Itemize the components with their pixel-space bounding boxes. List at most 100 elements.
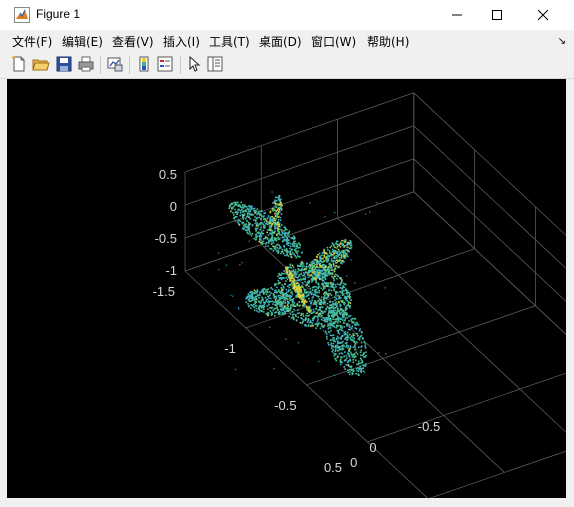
point bbox=[360, 334, 363, 337]
point bbox=[280, 278, 283, 281]
point bbox=[349, 346, 352, 349]
point bbox=[241, 207, 243, 209]
point bbox=[277, 218, 280, 221]
point bbox=[268, 300, 270, 302]
point bbox=[279, 219, 282, 221]
point bbox=[336, 318, 338, 321]
point bbox=[229, 205, 231, 208]
point bbox=[334, 299, 336, 301]
point bbox=[261, 288, 264, 291]
menu-help[interactable]: 帮助(H) bbox=[367, 35, 410, 49]
point bbox=[276, 243, 278, 246]
menu-edit[interactable]: 编辑(E) bbox=[62, 35, 103, 49]
point bbox=[270, 243, 273, 245]
point bbox=[355, 324, 357, 326]
point bbox=[333, 337, 335, 339]
point bbox=[279, 210, 281, 212]
point bbox=[324, 275, 326, 277]
point bbox=[271, 229, 273, 232]
point bbox=[357, 367, 360, 370]
point bbox=[322, 303, 325, 305]
dock-arrow-icon[interactable]: ↘ bbox=[557, 36, 566, 47]
point bbox=[361, 354, 364, 357]
menu-desktop[interactable]: 桌面(D) bbox=[259, 35, 302, 49]
print-icon[interactable] bbox=[77, 55, 95, 73]
point bbox=[292, 287, 295, 290]
point bbox=[319, 299, 322, 302]
point bbox=[253, 237, 255, 240]
point bbox=[312, 308, 315, 311]
close-button[interactable] bbox=[520, 0, 566, 30]
point bbox=[321, 277, 324, 279]
point bbox=[277, 236, 280, 239]
point bbox=[313, 259, 316, 261]
point bbox=[261, 231, 263, 233]
point bbox=[274, 247, 276, 249]
point bbox=[333, 354, 335, 357]
point bbox=[236, 221, 239, 223]
point bbox=[351, 325, 354, 328]
menu-file[interactable]: 文件(F) bbox=[12, 35, 53, 49]
point bbox=[333, 252, 335, 255]
point bbox=[281, 295, 283, 298]
point bbox=[338, 297, 340, 300]
link-plot-icon[interactable] bbox=[106, 55, 124, 73]
point bbox=[344, 318, 346, 321]
point bbox=[316, 265, 318, 268]
scatter3-axes[interactable]: 0.50-0.5-1-1.5-1-0.500.5-0.500.5 bbox=[7, 79, 566, 498]
point bbox=[238, 219, 240, 222]
point bbox=[311, 286, 314, 289]
point bbox=[289, 273, 291, 275]
point bbox=[326, 253, 329, 255]
menu-tools[interactable]: 工具(T) bbox=[209, 35, 250, 49]
colorbar-icon[interactable] bbox=[135, 55, 153, 73]
point bbox=[313, 277, 315, 280]
point bbox=[278, 281, 280, 284]
point bbox=[267, 245, 269, 247]
point bbox=[302, 320, 304, 323]
point bbox=[275, 237, 278, 240]
point bbox=[304, 299, 307, 302]
menu-insert[interactable]: 插入(I) bbox=[163, 35, 200, 49]
point bbox=[331, 275, 333, 278]
property-inspector-icon[interactable] bbox=[206, 55, 224, 73]
point bbox=[262, 301, 265, 304]
edit-plot-arrow-icon[interactable] bbox=[185, 55, 203, 73]
point bbox=[333, 314, 336, 316]
point bbox=[314, 272, 317, 275]
open-file-icon[interactable] bbox=[32, 55, 50, 73]
point bbox=[316, 316, 319, 318]
point bbox=[274, 307, 277, 310]
point bbox=[303, 305, 306, 307]
point bbox=[361, 360, 364, 362]
point bbox=[331, 272, 333, 274]
point bbox=[293, 277, 295, 280]
point bbox=[348, 306, 351, 308]
point bbox=[293, 273, 296, 275]
point bbox=[326, 337, 328, 340]
point bbox=[271, 312, 273, 314]
point bbox=[301, 317, 303, 320]
new-figure-icon[interactable] bbox=[10, 55, 28, 73]
point bbox=[272, 219, 275, 222]
legend-icon[interactable] bbox=[156, 55, 174, 73]
figure-canvas[interactable]: 0.50-0.5-1-1.5-1-0.500.5-0.500.5 bbox=[7, 79, 566, 498]
point bbox=[241, 213, 243, 216]
point bbox=[305, 305, 308, 308]
point bbox=[321, 272, 323, 275]
menu-window[interactable]: 窗口(W) bbox=[311, 35, 357, 49]
maximize-button[interactable] bbox=[474, 0, 520, 30]
point bbox=[318, 289, 320, 292]
point bbox=[308, 292, 311, 294]
minimize-button[interactable] bbox=[434, 0, 480, 30]
point bbox=[265, 243, 267, 245]
menu-view[interactable]: 查看(V) bbox=[112, 35, 154, 49]
point bbox=[313, 273, 316, 276]
point bbox=[348, 250, 350, 253]
point bbox=[296, 279, 298, 282]
point bbox=[346, 249, 349, 252]
title-bar[interactable]: Figure 1 bbox=[0, 0, 574, 30]
point bbox=[241, 227, 244, 230]
point bbox=[344, 307, 347, 309]
save-icon[interactable] bbox=[55, 55, 73, 73]
